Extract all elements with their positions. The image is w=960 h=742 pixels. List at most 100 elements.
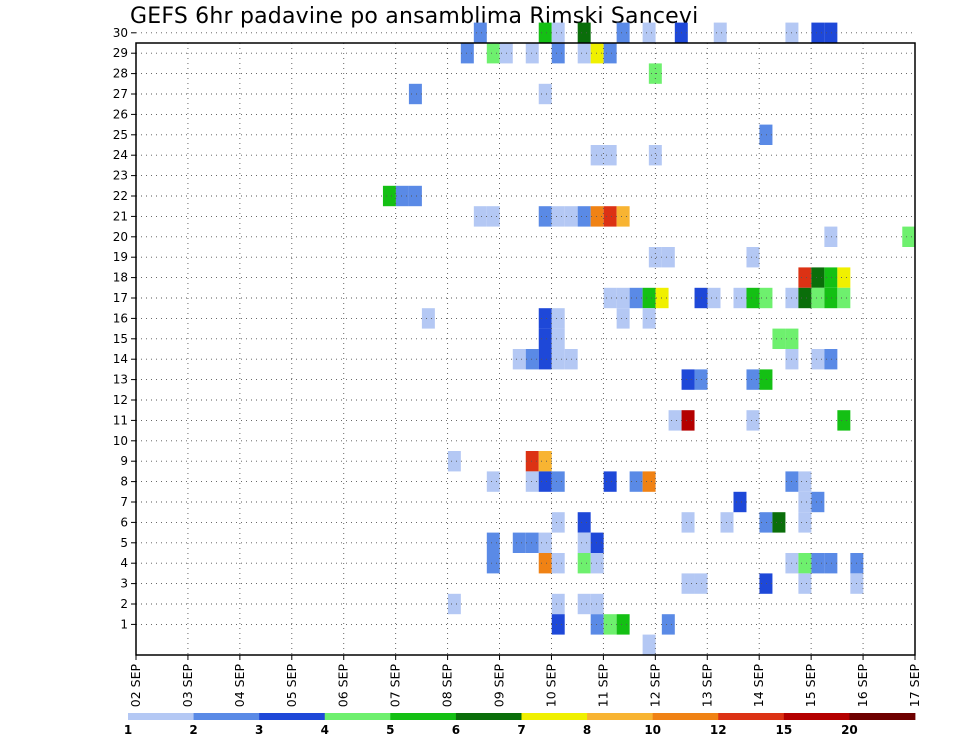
heatmap-cell [772,512,786,533]
heatmap-cell [616,614,630,635]
heatmap-cell [655,287,669,309]
heatmap-cell [577,43,591,64]
heatmap-cell [824,349,838,370]
x-tick-label: 07 SEP [388,664,403,708]
y-axis: 1234567891011121314151617181920212223242… [113,26,136,631]
heatmap-cell [616,287,630,309]
colorbar-label: 10 [644,723,661,737]
x-tick-label: 15 SEP [803,664,818,708]
heatmap-cell [642,22,656,43]
y-tick-label: 10 [113,434,128,448]
y-tick-label: 4 [120,556,128,570]
heatmap-cell [525,43,539,64]
x-tick-label: 11 SEP [595,664,610,708]
colorbar-label: 8 [583,723,591,737]
heatmap-cell [902,226,915,247]
colorbar-swatch [324,713,391,720]
heatmap-cell [525,349,539,370]
x-tick-label: 05 SEP [284,664,299,708]
y-tick-label: 9 [120,454,128,468]
colorbar-swatch [521,713,588,720]
y-tick-label: 1 [120,617,128,631]
heatmap-cell [811,491,825,513]
colorbar-label: 12 [710,723,727,737]
colorbar-label: 2 [189,723,197,737]
heatmap-cell [837,410,851,431]
colorbar-label: 20 [841,723,858,737]
heatmap-cell [538,532,552,553]
heatmap-cell [512,349,526,370]
heatmap-cell [447,593,461,615]
y-tick-label: 8 [120,475,128,489]
heatmap-cell [603,471,617,492]
heatmap-cell [811,22,825,43]
heatmap-cell [733,491,747,513]
y-tick-label: 26 [113,107,128,121]
heatmap-cell [759,124,773,145]
heatmap-cell [733,287,747,309]
heatmap-cell [551,614,565,635]
x-tick-label: 09 SEP [492,664,507,708]
y-tick-label: 19 [113,250,128,264]
heatmap-cell [590,593,604,615]
heatmap-cell [486,553,500,574]
y-tick-label: 30 [113,26,128,40]
heatmap-cell [577,512,591,533]
heatmap-cell [798,287,812,309]
heatmap-cell [759,287,773,309]
colorbar-swatch [259,713,326,720]
heatmap-cell [837,287,851,309]
plot-frame [135,42,916,656]
heatmap-cell [648,145,662,166]
heatmap-cell [798,471,812,492]
heatmap-cell [525,471,539,492]
heatmap-cell [798,512,812,533]
x-tick-label: 02 SEP [128,664,143,708]
y-tick-label: 17 [113,291,128,305]
heatmap-cell [590,145,604,166]
y-tick-label: 2 [120,597,128,611]
heatmap-cell [590,43,604,64]
chart-title: GEFS 6hr padavine po ansamblima Rimski S… [130,4,699,29]
heatmap-cell [577,553,591,574]
heatmap-cell [759,512,773,533]
x-tick-label: 12 SEP [647,664,662,708]
heatmap-cell [577,22,591,43]
heatmap-cell [837,267,851,288]
heatmap-cell [408,83,422,105]
x-tick-label: 16 SEP [855,664,870,708]
heatmap-cell [661,614,675,635]
heatmap-cell [538,349,552,370]
grid-lines [136,32,915,655]
heatmap-cell [811,553,825,574]
heatmap-cell [798,553,812,574]
heatmap-cell [798,573,812,594]
colorbar: 1 2 3 4 5 6 7 8 10 12 15 20 [124,713,916,737]
heatmap-cell [661,247,675,268]
y-tick-label: 18 [113,271,128,285]
heatmap-cell [551,593,565,615]
heatmap-cell [642,471,656,492]
heatmap-cell [577,593,591,615]
heatmap-cell [772,328,786,349]
colorbar-swatch [193,713,260,720]
x-tick-label: 06 SEP [336,664,351,708]
heatmap-cell [811,267,825,288]
y-tick-label: 21 [113,209,128,223]
y-tick-label: 29 [113,46,128,60]
heatmap-cell [648,247,662,268]
heatmap-cell [512,532,526,553]
heatmap-cell [642,308,656,329]
heatmap-cell [486,471,500,492]
y-tick-label: 11 [113,413,128,427]
heatmap-cell [746,410,760,431]
heatmap-cell [551,328,565,349]
y-tick-label: 16 [113,311,128,325]
heatmap-cell [798,267,812,288]
heatmap-cell [590,532,604,553]
y-tick-label: 23 [113,169,128,183]
y-tick-label: 27 [113,87,128,101]
colorbar-label: 4 [321,723,329,737]
y-tick-label: 6 [120,515,128,529]
